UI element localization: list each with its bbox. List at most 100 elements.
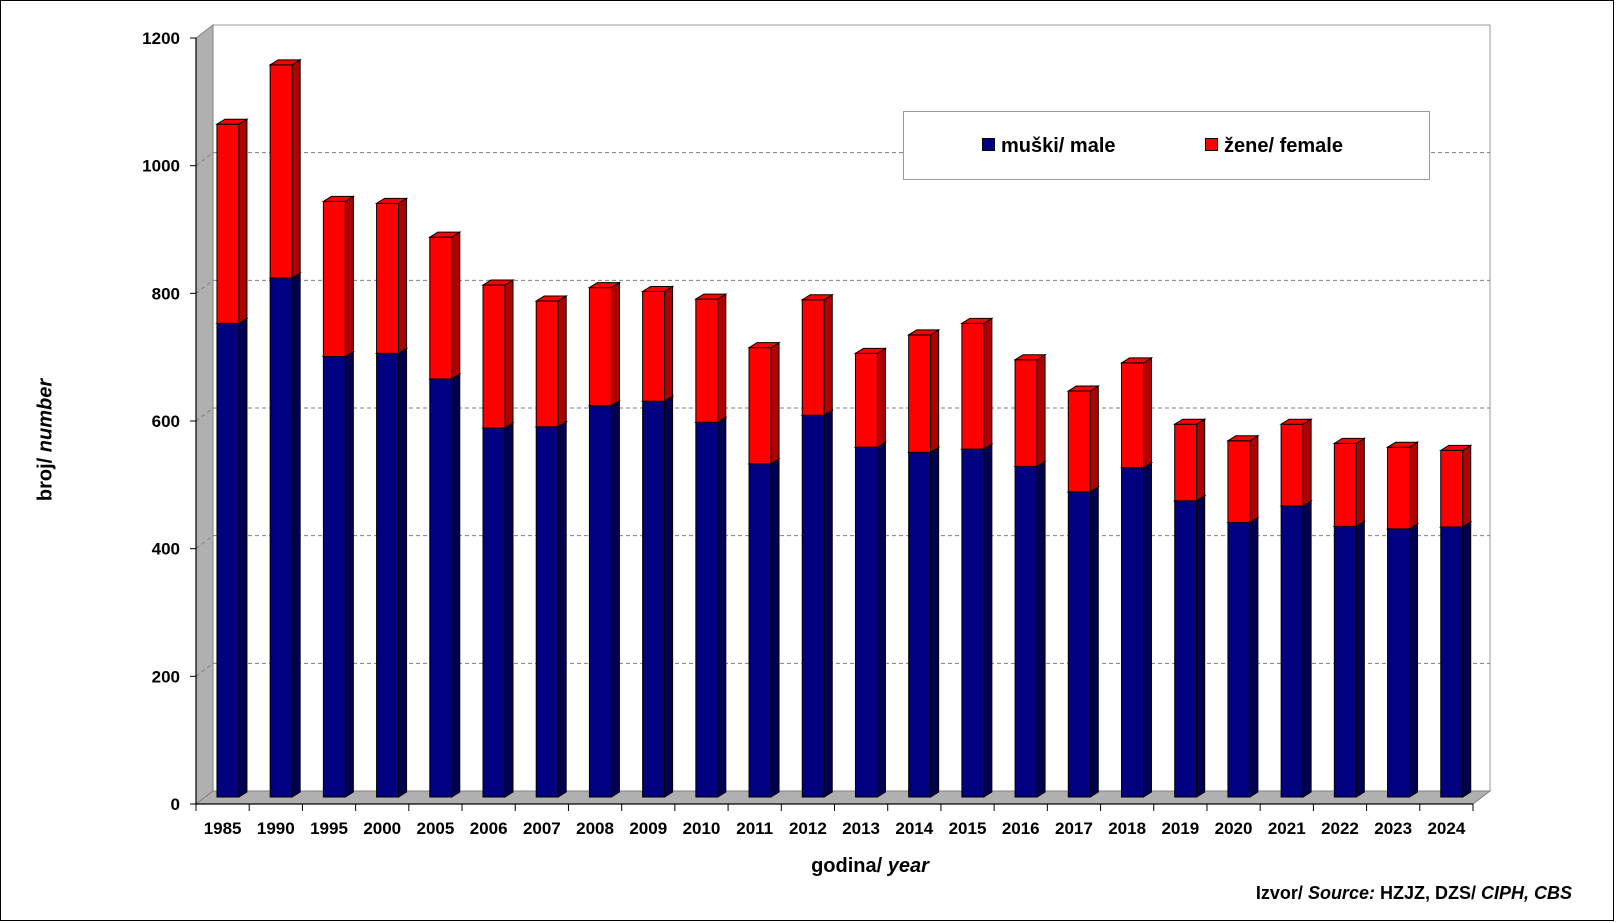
y-tick-label: 1200 <box>142 29 180 48</box>
bar-male-2005-side <box>451 372 461 798</box>
bar-female-1985-side <box>238 118 248 325</box>
bar-female-2008-top <box>587 282 622 289</box>
bar-male-2017-face <box>1067 491 1091 798</box>
bar-female-2018-face <box>1120 362 1144 469</box>
x-tick-label: 2020 <box>1215 819 1253 838</box>
bar-male-2019-face <box>1174 500 1198 798</box>
bar-male-1990 <box>268 272 302 798</box>
bar-male-2024 <box>1439 521 1473 798</box>
y-tick-label: 1000 <box>142 157 180 176</box>
bar-female-2020 <box>1226 434 1260 524</box>
bar-female-2014-side <box>930 328 940 454</box>
bar-male-2007-face <box>535 426 559 798</box>
bar-male-2018 <box>1119 461 1154 798</box>
bar-female-2023-top <box>1385 441 1420 448</box>
bar-male-1990-face <box>269 277 293 798</box>
bar-male-2015-face <box>961 448 985 798</box>
bar-female-2010-face <box>695 298 719 423</box>
bar-female-2000-side <box>398 197 408 355</box>
bar-male-2021-face <box>1280 505 1304 798</box>
bar-female-2011-top <box>747 342 781 349</box>
bar-male-2008-side <box>610 399 620 798</box>
bar-female-2012-top <box>800 294 834 301</box>
x-tick-label: 2008 <box>576 819 614 838</box>
bar-female-1995 <box>321 195 356 358</box>
bar-female-1985-face <box>216 123 240 324</box>
x-tick-label: 1985 <box>204 819 242 838</box>
bar-female-2019 <box>1172 418 1207 502</box>
legend: muški/ male žene/ female <box>903 111 1430 180</box>
bar-female-2015-side <box>983 317 993 451</box>
bar-male-2015-side <box>983 443 993 798</box>
bar-female-2017-side <box>1089 385 1099 493</box>
bar-male-2012 <box>800 409 834 798</box>
bar-female-2021 <box>1279 418 1313 507</box>
bar-female-2010 <box>694 293 728 424</box>
bar-female-2005-face <box>429 236 453 380</box>
bar-female-2009 <box>640 285 675 403</box>
legend-item-male: muški/ male <box>982 135 1116 158</box>
bar-female-1985 <box>215 118 249 325</box>
bar-female-2016-top <box>1013 354 1047 361</box>
bar-female-1990-side <box>291 58 301 279</box>
bar-male-1995-side <box>344 350 354 798</box>
bar-male-2007-side <box>557 420 567 798</box>
x-tick-label: 2024 <box>1427 819 1465 838</box>
bar-male-1995-face <box>322 356 346 798</box>
bar-female-2011-side <box>770 341 780 465</box>
x-tick-label: 2005 <box>417 819 455 838</box>
bar-male-2024-face <box>1440 526 1464 798</box>
bar-male-2023-side <box>1409 522 1419 798</box>
x-tick-label: 2007 <box>523 819 561 838</box>
bar-male-2021 <box>1279 500 1313 798</box>
x-tick-label: 2014 <box>895 819 933 838</box>
bar-male-2008-face <box>588 405 612 798</box>
bar-male-2021-side <box>1302 500 1312 798</box>
bar-female-2018-side <box>1142 357 1152 469</box>
bar-female-2024-side <box>1462 444 1472 528</box>
bar-female-2007-top <box>534 295 568 302</box>
source-note: Izvor/ Source: HZJZ, DZS/ CIPH, CBS <box>1255 883 1572 903</box>
bar-male-2009-side <box>664 395 674 798</box>
bar-female-2010-top <box>694 293 728 300</box>
x-tick-label: 2009 <box>629 819 667 838</box>
bar-male-2000-side <box>398 347 408 798</box>
bar-male-2018-side <box>1142 461 1152 798</box>
bar-male-2005 <box>428 372 462 798</box>
x-tick-label: 2006 <box>470 819 508 838</box>
bar-male-2013-face <box>854 446 878 798</box>
bar-male-2007 <box>534 420 568 798</box>
bar-female-2019-top <box>1172 418 1207 425</box>
bar-male-2016-face <box>1014 465 1038 798</box>
x-tick-label: 2016 <box>1002 819 1040 838</box>
bar-male-2023 <box>1385 522 1420 798</box>
gridline-side <box>195 662 214 677</box>
bar-female-2011-face <box>748 347 772 465</box>
bar-male-2013 <box>853 441 888 798</box>
bar-male-2005-face <box>429 378 453 798</box>
bar-male-1985-face <box>216 322 240 798</box>
bar-female-2013-side <box>876 347 886 449</box>
bar-male-2010-face <box>695 421 719 798</box>
bar-male-2016-side <box>1036 460 1046 798</box>
bar-female-2009-side <box>664 285 674 403</box>
bar-male-2014-side <box>930 446 940 798</box>
gridline-side <box>195 407 214 422</box>
bar-female-2020-face <box>1227 440 1251 524</box>
y-tick-label: 0 <box>171 795 180 814</box>
bar-female-2014-face <box>908 334 932 453</box>
bar-female-2016 <box>1013 353 1047 468</box>
x-tick-label: 2015 <box>949 819 987 838</box>
x-tick-label: 2000 <box>363 819 401 838</box>
bar-female-2015-face <box>961 322 985 450</box>
bar-male-2000-face <box>376 352 400 798</box>
legend-label-male: muški/ male <box>1001 135 1116 157</box>
bar-male-1985 <box>215 317 249 798</box>
bar-female-2000 <box>374 197 409 355</box>
bar-female-2019-face <box>1174 423 1198 502</box>
bar-female-2024 <box>1439 444 1473 528</box>
bar-male-2000 <box>374 347 409 798</box>
y-tick-label: 400 <box>152 540 180 559</box>
bar-female-1995-top <box>321 195 356 202</box>
